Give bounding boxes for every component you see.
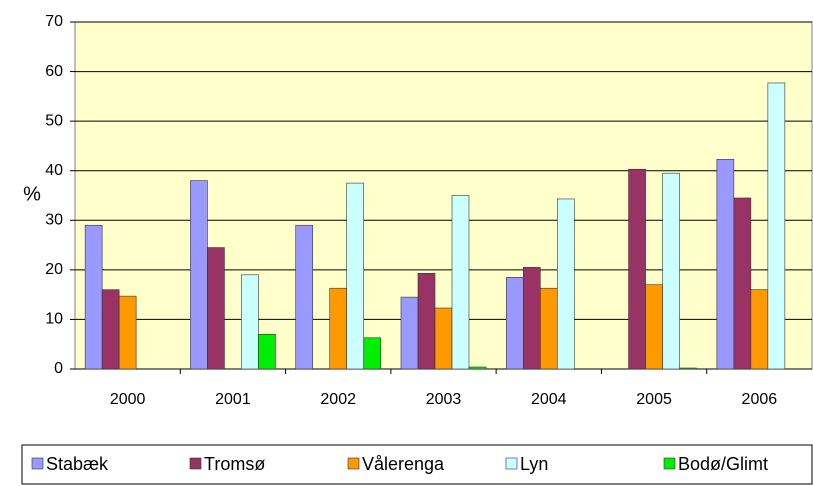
bar: [522, 267, 541, 370]
bar: [662, 172, 680, 370]
legend-swatch: [31, 457, 44, 470]
bar: [750, 289, 769, 370]
bar: [363, 337, 382, 370]
bar: [468, 366, 487, 370]
bar: [539, 287, 558, 370]
y-tick-label: 30: [45, 212, 63, 229]
x-tick-label: 2006: [742, 391, 778, 408]
bar: [434, 307, 453, 370]
bar: [400, 296, 419, 370]
y-tick-label: 40: [45, 162, 63, 179]
y-tick-label: 0: [54, 360, 63, 377]
bar: [258, 333, 276, 370]
bar: [679, 367, 697, 370]
y-tick-label: 70: [45, 13, 63, 30]
bar: [451, 195, 470, 370]
y-tick-label: 60: [45, 63, 63, 80]
bar: [505, 276, 524, 370]
legend-swatch: [189, 457, 202, 470]
legend-swatch: [347, 457, 360, 470]
x-tick-label: 2002: [320, 391, 356, 408]
y-tick-label: 10: [45, 311, 63, 328]
bar: [241, 274, 259, 370]
y-tick-label: 50: [45, 112, 63, 129]
legend: [21, 444, 813, 485]
bar: [295, 224, 314, 370]
legend-label: Lyn: [520, 454, 548, 474]
y-tick-label: 20: [45, 261, 63, 278]
bar: [628, 168, 646, 370]
bar: [346, 182, 365, 370]
bar: [716, 159, 735, 370]
legend-label: Stabæk: [46, 454, 109, 474]
bar: [767, 82, 786, 370]
bar: [190, 180, 208, 370]
bar: [556, 198, 575, 370]
legend-label: Vålerenga: [362, 454, 445, 474]
legend-swatch: [505, 457, 518, 470]
bar: [645, 284, 663, 370]
y-axis-label: %: [23, 183, 41, 205]
bar: [101, 289, 120, 370]
x-tick-label: 2000: [110, 391, 146, 408]
x-tick-label: 2005: [636, 391, 672, 408]
x-tick-label: 2001: [215, 391, 251, 408]
bar: [118, 295, 137, 370]
legend-swatch: [663, 457, 676, 470]
legend-label: Tromsø: [204, 454, 265, 474]
bar: [84, 224, 103, 370]
legend-label: Bodø/Glimt: [678, 454, 768, 474]
bar: [417, 273, 436, 370]
bar: [733, 197, 752, 370]
x-tick-label: 2004: [531, 391, 567, 408]
bar: [329, 287, 348, 370]
x-tick-label: 2003: [426, 391, 462, 408]
bar: [207, 247, 225, 370]
